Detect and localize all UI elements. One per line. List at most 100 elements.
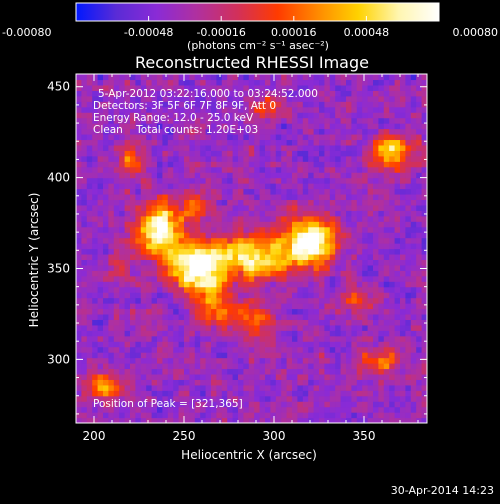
heatmap-cell xyxy=(340,106,347,113)
heatmap-cell xyxy=(400,286,406,293)
heatmap-cell xyxy=(103,297,109,304)
heatmap-cell xyxy=(405,226,412,233)
heatmap-cell xyxy=(410,101,417,108)
heatmap-cell xyxy=(254,161,261,168)
heatmap-cell xyxy=(421,243,427,250)
heatmap-cell xyxy=(394,395,401,402)
heatmap-cell xyxy=(248,281,255,288)
heatmap-cell xyxy=(373,237,379,244)
heatmap-cell xyxy=(394,204,401,211)
heatmap-cell xyxy=(194,390,201,397)
heatmap-cell xyxy=(367,237,374,244)
heatmap-cell xyxy=(178,401,185,408)
heatmap-cell xyxy=(76,324,82,331)
heatmap-cell xyxy=(410,406,417,413)
heatmap-cell xyxy=(389,390,396,397)
heatmap-cell xyxy=(238,117,244,124)
heatmap-cell xyxy=(367,324,374,331)
heatmap-cell xyxy=(340,401,347,408)
heatmap-cell xyxy=(302,243,309,250)
heatmap-cell xyxy=(297,335,304,342)
heatmap-cell xyxy=(173,74,180,81)
heatmap-cell xyxy=(329,379,336,386)
heatmap-cell xyxy=(194,297,201,304)
heatmap-cell xyxy=(400,395,406,402)
heatmap-cell xyxy=(416,373,423,380)
heatmap-cell xyxy=(184,155,190,162)
heatmap-cell xyxy=(178,373,185,380)
heatmap-cell xyxy=(173,84,180,91)
heatmap-cell xyxy=(265,161,271,168)
heatmap-cell xyxy=(286,352,293,359)
heatmap-cell xyxy=(362,390,369,397)
heatmap-cell xyxy=(97,259,104,266)
heatmap-cell xyxy=(259,90,266,97)
heatmap-cell xyxy=(243,90,250,97)
heatmap-cell xyxy=(292,155,298,162)
heatmap-cell xyxy=(92,384,99,391)
heatmap-cell xyxy=(400,259,406,266)
heatmap-cell xyxy=(302,308,309,315)
heatmap-cell xyxy=(410,303,417,310)
heatmap-cell xyxy=(297,330,304,337)
heatmap-cell xyxy=(146,144,153,151)
heatmap-cell xyxy=(135,139,142,146)
heatmap-cell xyxy=(232,79,239,86)
heatmap-cell xyxy=(178,117,185,124)
heatmap-cell xyxy=(167,79,174,86)
heatmap-cell xyxy=(259,150,266,157)
heatmap-cell xyxy=(383,215,390,222)
heatmap-cell xyxy=(259,221,266,228)
heatmap-cell xyxy=(356,166,363,173)
heatmap-cell xyxy=(292,101,298,108)
heatmap-cell xyxy=(292,319,298,326)
heatmap-cell xyxy=(319,341,325,348)
heatmap-cell xyxy=(151,95,158,102)
heatmap-cell xyxy=(238,155,244,162)
heatmap-cell xyxy=(275,346,282,353)
heatmap-cell xyxy=(205,155,212,162)
heatmap-cell xyxy=(173,243,180,250)
heatmap-cell xyxy=(167,275,174,282)
heatmap-cell xyxy=(400,112,406,119)
heatmap-cell xyxy=(335,74,342,81)
heatmap-cell xyxy=(297,117,304,124)
heatmap-cell xyxy=(221,243,228,250)
heatmap-cell xyxy=(248,395,255,402)
heatmap-cell xyxy=(313,183,320,190)
heatmap-cell xyxy=(227,177,234,184)
heatmap-cell xyxy=(394,172,401,179)
heatmap-cell xyxy=(173,133,180,141)
heatmap-cell xyxy=(281,406,288,413)
heatmap-cell xyxy=(346,128,352,135)
heatmap-cell xyxy=(281,297,288,304)
heatmap-cell xyxy=(378,172,385,179)
heatmap-cell xyxy=(421,286,427,293)
heatmap-cell xyxy=(211,177,217,184)
heatmap-cell xyxy=(232,335,239,342)
heatmap-cell xyxy=(189,133,196,141)
heatmap-cell xyxy=(92,177,99,184)
heatmap-cell xyxy=(410,90,417,97)
heatmap-cell xyxy=(346,335,352,342)
heatmap-cell xyxy=(140,226,147,233)
heatmap-cell xyxy=(319,172,325,179)
heatmap-cell xyxy=(400,406,406,413)
heatmap-cell xyxy=(92,226,99,233)
heatmap-cell xyxy=(167,144,174,151)
heatmap-cell xyxy=(351,188,358,195)
heatmap-cell xyxy=(313,95,320,102)
heatmap-cell xyxy=(97,133,104,141)
heatmap-cell xyxy=(146,155,153,162)
heatmap-cell xyxy=(81,79,88,86)
heatmap-cell xyxy=(135,352,142,359)
heatmap-cell xyxy=(367,84,374,91)
heatmap-cell xyxy=(270,330,277,337)
heatmap-cell xyxy=(200,79,207,86)
heatmap-cell xyxy=(189,139,196,146)
heatmap-cell xyxy=(146,139,153,146)
heatmap-cell xyxy=(405,117,412,124)
heatmap-cell xyxy=(81,379,88,386)
heatmap-cell xyxy=(270,335,277,342)
heatmap-cell xyxy=(221,215,228,222)
